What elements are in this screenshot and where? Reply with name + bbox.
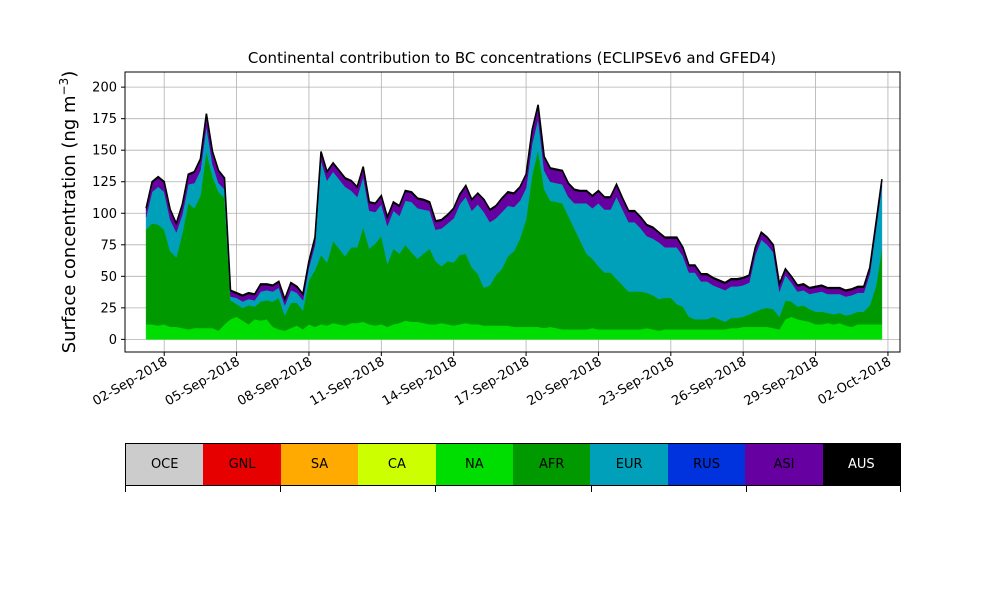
legend-item-rus: RUS — [667, 444, 746, 485]
colorbar-tick-mark — [125, 486, 126, 492]
x-axis-ticks: 02-Sep-201805-Sep-201808-Sep-201811-Sep-… — [90, 352, 894, 409]
x-tick-label: 20-Sep-2018 — [525, 354, 605, 409]
colorbar-legend: OCE GNL SA CA NA AFR EUR RUS ASI AUS — [125, 443, 901, 486]
y-tick-label: 125 — [92, 175, 117, 190]
y-axis-label: Surface concentration (ng m−3) — [57, 71, 80, 354]
plot-border — [124, 71, 901, 353]
x-tick-label: 08-Sep-2018 — [235, 354, 315, 409]
colorbar-ticks — [125, 486, 901, 492]
y-tick-label: 75 — [100, 238, 117, 253]
legend-item-gnl: GNL — [203, 444, 281, 485]
y-tick-label: 0 — [109, 333, 117, 348]
x-tick-label: 02-Oct-2018 — [816, 354, 894, 408]
colorbar-tick-mark — [900, 486, 901, 492]
colorbar-tick-mark — [435, 486, 437, 492]
legend-item-na: NA — [435, 444, 514, 485]
y-tick-label: 100 — [92, 207, 117, 222]
y-tick-label: 175 — [92, 112, 117, 127]
y-tick-label: 50 — [100, 270, 117, 285]
x-tick-label: 14-Sep-2018 — [380, 354, 460, 409]
legend-item-afr: AFR — [513, 444, 591, 485]
y-tick-label: 25 — [100, 301, 117, 316]
y-axis-label-exponent: −3 — [57, 78, 71, 96]
legend-item-sa: SA — [280, 444, 359, 485]
y-tick-label: 200 — [92, 81, 117, 96]
legend-item-asi: ASI — [745, 444, 823, 485]
x-tick-label: 23-Sep-2018 — [597, 354, 677, 409]
total-outline — [145, 104, 883, 302]
chart-title: Continental contribution to BC concentra… — [248, 49, 776, 67]
legend-item-oce: OCE — [126, 444, 204, 485]
plot-frame — [124, 71, 901, 353]
legend-item-ca: CA — [358, 444, 436, 485]
y-tick-label: 150 — [92, 144, 117, 159]
stacked-areas — [145, 104, 883, 340]
y-axis-ticks: 0 25 50 75 100 125 150 175 200 — [92, 81, 125, 348]
chart-canvas: Continental contribution to BC concentra… — [57, 49, 901, 409]
colorbar-tick-mark — [590, 486, 592, 492]
colorbar-tick-mark — [280, 486, 282, 492]
colorbar-tick-mark — [745, 486, 747, 492]
x-tick-label: 29-Sep-2018 — [742, 354, 822, 409]
x-tick-label: 02-Sep-2018 — [90, 354, 170, 409]
y-axis-label-main: Surface concentration (ng m — [59, 95, 80, 353]
x-tick-label: 05-Sep-2018 — [163, 354, 243, 409]
x-tick-label: 26-Sep-2018 — [669, 354, 749, 409]
legend-item-eur: EUR — [590, 444, 668, 485]
legend-item-aus: AUS — [822, 444, 901, 485]
x-tick-label: 17-Sep-2018 — [452, 354, 532, 409]
y-axis-label-close: ) — [59, 71, 80, 78]
x-tick-label: 11-Sep-2018 — [307, 354, 387, 409]
